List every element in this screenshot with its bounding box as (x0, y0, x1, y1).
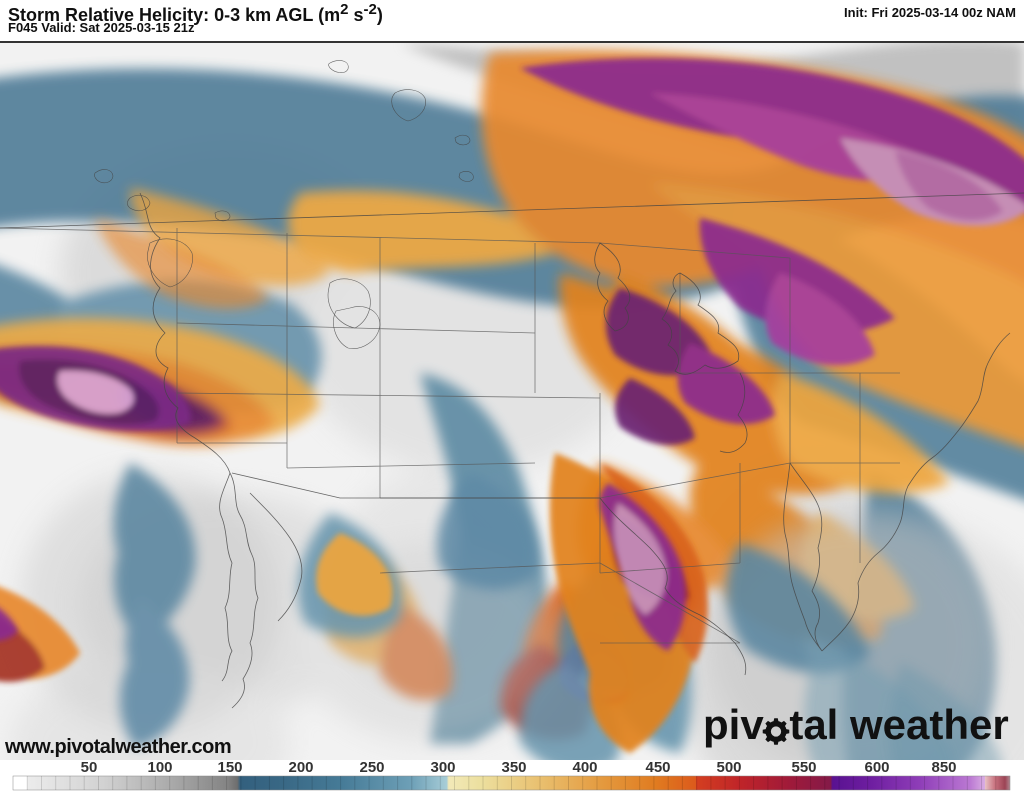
svg-text:200: 200 (288, 760, 313, 776)
svg-text:500: 500 (716, 760, 741, 776)
svg-text:150: 150 (217, 760, 242, 776)
svg-text:600: 600 (864, 760, 889, 776)
svg-text:100: 100 (147, 760, 172, 776)
svg-text:300: 300 (430, 760, 455, 776)
svg-text:50: 50 (81, 760, 98, 776)
svg-text:250: 250 (359, 760, 384, 776)
svg-text:350: 350 (501, 760, 526, 776)
svg-text:850: 850 (931, 760, 956, 776)
svg-text:400: 400 (572, 760, 597, 776)
svg-text:550: 550 (791, 760, 816, 776)
svg-text:450: 450 (645, 760, 670, 776)
